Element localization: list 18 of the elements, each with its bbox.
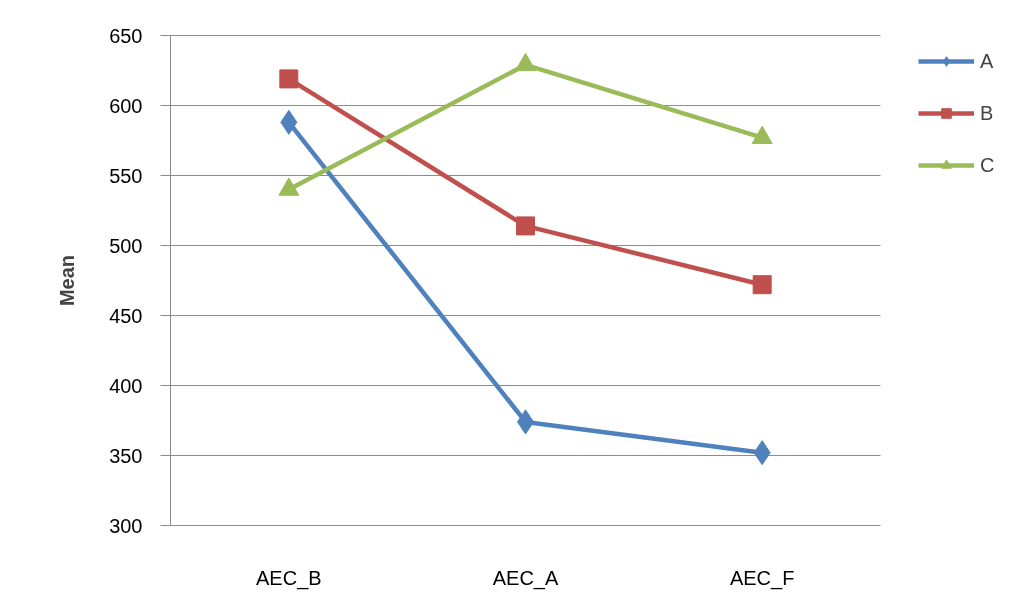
legend-label: A <box>980 49 995 73</box>
y-tick-label: 600 <box>109 94 143 117</box>
y-tick-label: 650 <box>109 24 143 47</box>
x-tick-label: AEC_F <box>729 566 795 590</box>
x-tick-label: AEC_A <box>492 566 559 590</box>
y-tick-label: 550 <box>109 164 143 187</box>
y-tick-label: 500 <box>109 234 143 257</box>
point <box>279 69 299 89</box>
legend-label: B <box>980 101 995 125</box>
y-axis-title: Mean <box>56 254 79 307</box>
x-tick-label: AEC_B <box>256 566 322 590</box>
point <box>516 216 535 236</box>
y-tick-label: 300 <box>109 514 143 537</box>
y-tick-label: 350 <box>109 444 143 467</box>
y-tick-label: 450 <box>109 304 143 327</box>
legend-label: C <box>980 153 996 177</box>
point <box>752 275 772 295</box>
y-tick-label: 400 <box>109 374 143 397</box>
